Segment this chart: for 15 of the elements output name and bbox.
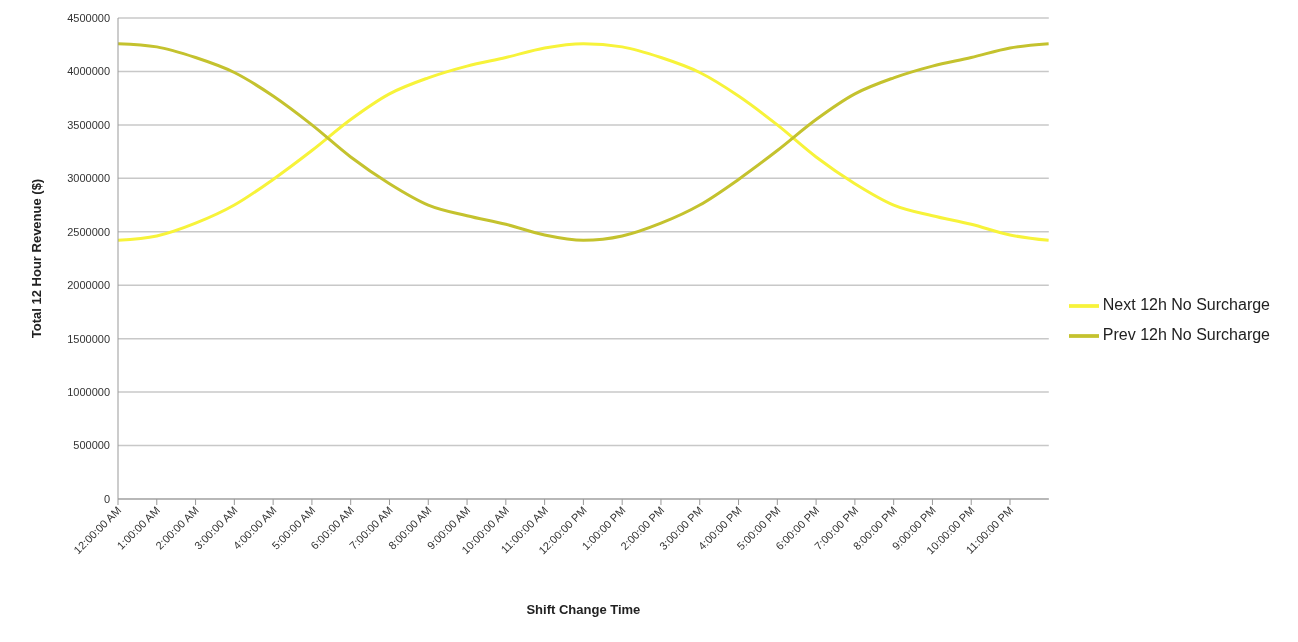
y-tick-label: 0	[103, 492, 110, 505]
y-tick-label: 4500000	[67, 11, 110, 24]
y-tick-label: 1500000	[67, 332, 110, 345]
y-tick-label: 500000	[73, 439, 110, 452]
legend-label: Prev 12h No Surcharge	[1102, 326, 1270, 344]
y-axis-title: Total 12 Hour Revenue ($)	[28, 178, 44, 339]
y-tick-label: 1000000	[67, 386, 110, 399]
y-tick-label: 3500000	[67, 118, 110, 131]
y-tick-label: 4000000	[67, 65, 110, 78]
x-axis-title: Shift Change Time	[526, 602, 641, 617]
legend-label: Next 12h No Surcharge	[1102, 296, 1270, 314]
y-tick-label: 2000000	[67, 279, 110, 292]
y-tick-label: 2500000	[67, 225, 110, 238]
line-series	[118, 42, 1049, 242]
y-tick-label: 3000000	[67, 172, 110, 185]
